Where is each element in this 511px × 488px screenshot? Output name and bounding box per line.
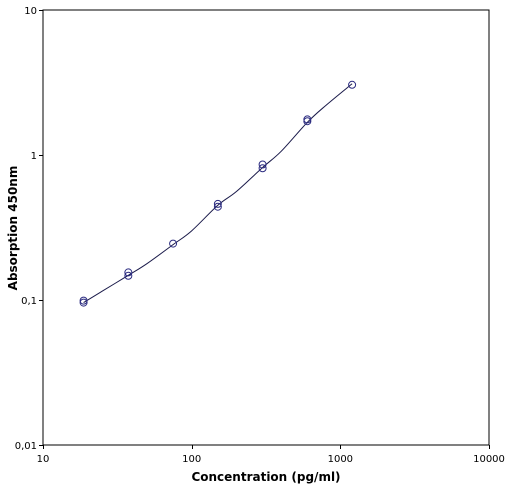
x-tick-label: 1000 xyxy=(328,454,353,465)
data-point xyxy=(258,164,267,173)
y-tick-label: 10 xyxy=(24,6,37,17)
data-point xyxy=(79,298,88,307)
fit-curve xyxy=(83,83,353,303)
data-point xyxy=(303,115,312,124)
data-point xyxy=(124,271,133,280)
y-axis-label: Absorption 450nm xyxy=(6,166,20,291)
data-point xyxy=(79,296,88,305)
x-tick-label: 10000 xyxy=(473,454,505,465)
x-tick-label: 100 xyxy=(182,454,201,465)
x-axis-ticks: 10 100 1000 10000 xyxy=(37,445,505,465)
fit-curve-layer xyxy=(83,83,353,303)
data-point xyxy=(348,80,357,89)
data-point xyxy=(169,239,178,248)
y-axis-ticks: 0,01 0,1 1 10 xyxy=(15,6,43,452)
y-tick-label: 1 xyxy=(31,151,37,162)
data-point xyxy=(124,268,133,277)
data-points-layer xyxy=(79,80,357,307)
data-point xyxy=(258,160,267,169)
y-tick-label: 0,1 xyxy=(21,296,37,307)
data-point xyxy=(213,199,222,208)
y-tick-label: 0,01 xyxy=(15,441,37,452)
x-axis-label: Concentration (pg/ml) xyxy=(191,470,340,484)
data-point xyxy=(213,202,222,211)
plot-frame xyxy=(42,9,490,446)
x-tick-label: 10 xyxy=(37,454,50,465)
